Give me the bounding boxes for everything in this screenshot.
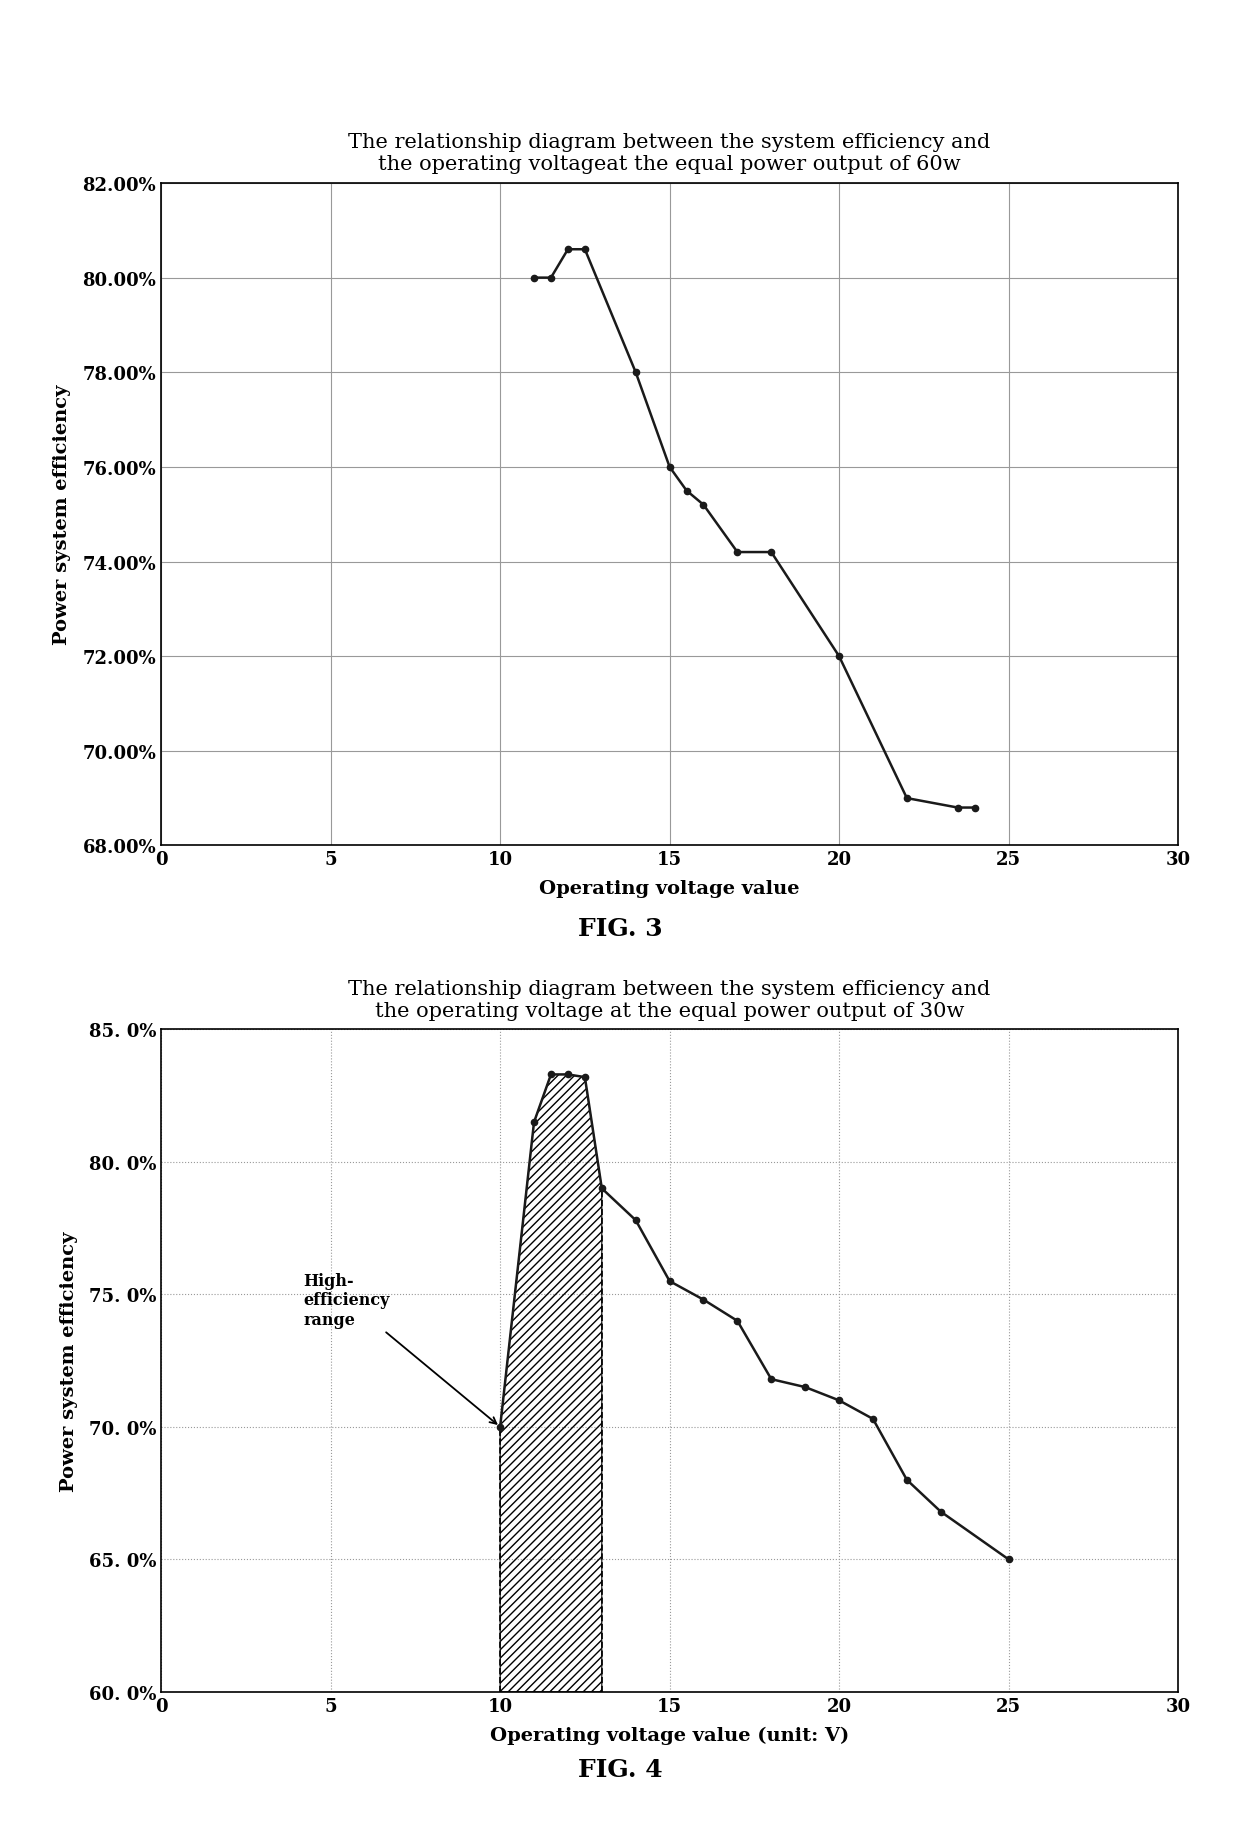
Title: The relationship diagram between the system efficiency and
the operating voltage: The relationship diagram between the sys… <box>348 132 991 175</box>
X-axis label: Operating voltage value (unit: V): Operating voltage value (unit: V) <box>490 1725 849 1743</box>
Text: High-
efficiency
range: High- efficiency range <box>304 1273 496 1423</box>
X-axis label: Operating voltage value: Operating voltage value <box>539 879 800 897</box>
Text: FIG. 4: FIG. 4 <box>578 1756 662 1782</box>
Y-axis label: Power system efficiency: Power system efficiency <box>60 1230 78 1491</box>
Y-axis label: Power system efficiency: Power system efficiency <box>53 384 72 645</box>
Text: FIG. 3: FIG. 3 <box>578 916 662 942</box>
Title: The relationship diagram between the system efficiency and
the operating voltage: The relationship diagram between the sys… <box>348 978 991 1021</box>
